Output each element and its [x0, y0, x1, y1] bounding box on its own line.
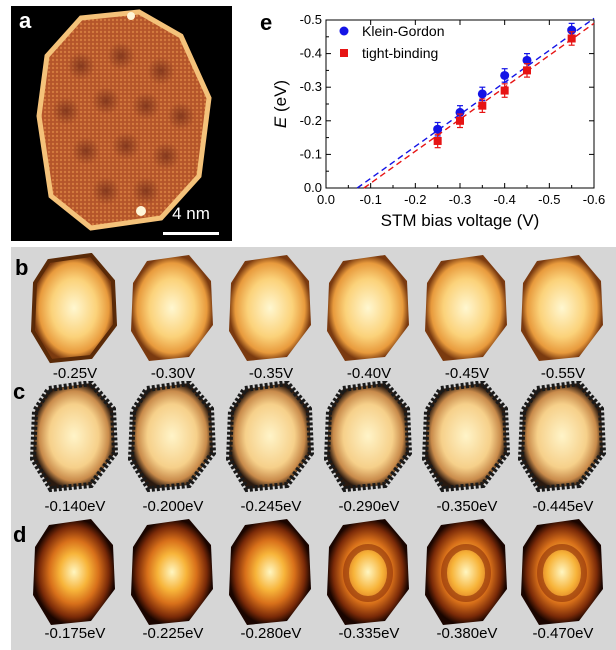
ldos-map-label: -0.445eV	[532, 498, 594, 515]
ldos-map-b-3	[225, 253, 317, 370]
ldos-map-label: -0.350eV	[436, 498, 498, 515]
data-point-0	[500, 70, 510, 80]
ldos-map-label: -0.290eV	[338, 498, 400, 515]
energy-vs-bias-chart: e 0.0 -0.1 -0.2 -0.3 -0.4 -0.5 -0.6 0.0 -0.1 -0.2…	[260, 10, 605, 230]
ldos-map-c-6	[517, 379, 609, 498]
fit-line-0	[356, 17, 595, 189]
ldos-map-label: -0.30V	[150, 365, 196, 382]
data-point-0	[522, 55, 532, 65]
ldos-map-label: -0.175eV	[44, 625, 106, 642]
x-tick-label: -0.4	[493, 192, 515, 207]
ldos-map-label: -0.335eV	[338, 625, 400, 642]
stm-topography-image: a 4 nm	[11, 6, 232, 241]
ldos-map-b-5	[421, 253, 513, 370]
ldos-maps-area: b c d -0.25V -0.30V -0.35V -0.40V -0.45V -0.5…	[11, 247, 616, 650]
x-tick-label: -0.6	[583, 192, 605, 207]
data-point-1	[567, 34, 576, 43]
y-tick-label: -0.5	[300, 12, 322, 27]
x-tick-label: -0.3	[449, 192, 471, 207]
ldos-map-label: -0.245eV	[240, 498, 302, 515]
panel-letter-e: e	[260, 10, 272, 35]
data-point-1	[456, 116, 464, 125]
panel-letter-a: a	[19, 8, 32, 33]
legend-label-1: tight-binding	[362, 45, 438, 61]
plot-area: 0.0 -0.1 -0.2 -0.3 -0.4 -0.5 -0.6 0.0 -0.1 -0.2 -0…	[271, 12, 605, 230]
ldos-map-c-3	[225, 379, 317, 498]
ldos-map-label: -0.140eV	[44, 498, 106, 515]
x-axis-title: STM bias voltage (V)	[381, 211, 540, 230]
panel-letter-b: b	[15, 255, 29, 280]
ldos-map-b-2	[127, 253, 219, 370]
ldos-map-c-4	[323, 379, 415, 498]
ldos-map-d-5	[421, 517, 513, 634]
y-tick-label: -0.3	[300, 79, 322, 94]
x-tick-label: -0.5	[538, 192, 560, 207]
ldos-map-d-2	[127, 517, 219, 634]
ldos-map-b-6	[517, 253, 609, 370]
ldos-map-label: -0.25V	[52, 365, 98, 382]
x-tick-label: 0.0	[317, 192, 335, 207]
y-tick-label: 0.0	[304, 180, 322, 195]
data-point-1	[433, 136, 442, 145]
ldos-map-b-4	[323, 253, 415, 370]
scale-bar	[163, 232, 219, 235]
ldos-map-label: -0.45V	[444, 365, 490, 382]
ldos-map-c-1	[29, 379, 121, 498]
ldos-map-d-3	[225, 517, 317, 634]
data-point-0	[433, 124, 443, 134]
legend-marker-1	[340, 49, 348, 57]
legend-marker-0	[339, 26, 349, 36]
data-point-0	[477, 89, 487, 99]
ldos-map-label: -0.470eV	[532, 625, 594, 642]
ldos-map-label: -0.35V	[248, 365, 294, 382]
flake-topography	[36, 9, 212, 231]
ldos-map-label: -0.280eV	[240, 625, 302, 642]
ldos-map-label: -0.200eV	[142, 498, 204, 515]
ldos-map-label: -0.380eV	[436, 625, 498, 642]
x-tick-label: -0.2	[404, 192, 426, 207]
ldos-map-d-4	[323, 517, 415, 634]
data-point-1	[523, 66, 531, 75]
y-axis-title: E (eV)	[271, 80, 290, 128]
ldos-map-label: -0.225eV	[142, 625, 204, 642]
ldos-map-label: -0.40V	[346, 365, 392, 382]
data-point-1	[478, 101, 487, 110]
ldos-map-c-2	[127, 379, 219, 498]
ldos-map-d-6	[517, 517, 609, 634]
panel-letter-c: c	[13, 379, 26, 404]
y-tick-label: -0.1	[300, 146, 322, 161]
ldos-map-b-1	[29, 252, 121, 370]
ldos-map-d-1	[29, 517, 121, 634]
x-tick-label: -0.1	[359, 192, 381, 207]
y-tick-label: -0.2	[300, 113, 322, 128]
data-point-1	[500, 86, 509, 95]
ldos-map-label: -0.55V	[540, 365, 586, 382]
y-tick-label: -0.4	[300, 46, 322, 61]
ldos-map-c-5	[421, 379, 513, 498]
legend-label-0: Klein-Gordon	[362, 23, 445, 39]
panel-letter-d: d	[13, 522, 27, 547]
